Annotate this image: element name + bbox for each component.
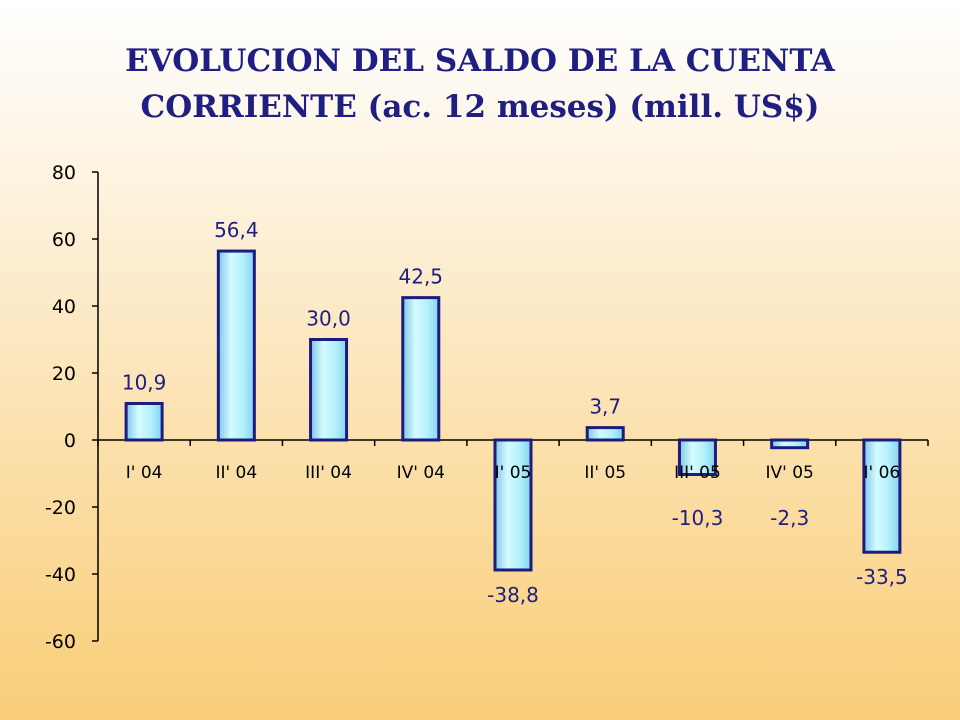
x-tick-label: IV' 05 bbox=[765, 463, 813, 483]
bar bbox=[862, 438, 902, 554]
x-tick-label: III' 05 bbox=[674, 463, 721, 483]
bar bbox=[677, 438, 717, 477]
y-tick-label: -60 bbox=[45, 631, 76, 653]
bar bbox=[124, 401, 164, 442]
chart-axes: 80 60 40 20 0 -20 -40 -60 bbox=[45, 162, 929, 653]
chart-labels: I' 04 10,9 II' 04 56,4 III' 04 30,0 IV' 04 42,5… bbox=[122, 218, 908, 607]
x-tick-label: I' 04 bbox=[126, 463, 163, 483]
data-label: 3,7 bbox=[589, 395, 621, 419]
y-tick-label: 0 bbox=[64, 430, 76, 452]
data-label: -33,5 bbox=[856, 565, 908, 589]
bar bbox=[770, 438, 810, 450]
data-label: 56,4 bbox=[214, 218, 259, 242]
bar bbox=[309, 338, 349, 442]
x-tick-label: IV' 04 bbox=[397, 463, 445, 483]
data-label: 30,0 bbox=[306, 307, 351, 331]
chart-bars bbox=[124, 249, 902, 572]
x-tick-label: II' 04 bbox=[215, 463, 257, 483]
bar bbox=[585, 426, 625, 442]
y-tick-label: -20 bbox=[45, 497, 76, 519]
data-label: -10,3 bbox=[672, 506, 724, 530]
bar bbox=[493, 438, 533, 572]
y-tick-label: 40 bbox=[52, 296, 76, 318]
data-label: -38,8 bbox=[487, 583, 539, 607]
x-tick-label: I' 05 bbox=[495, 463, 532, 483]
bar bbox=[216, 249, 256, 442]
data-label: 10,9 bbox=[122, 370, 167, 394]
data-label: -2,3 bbox=[770, 506, 809, 530]
chart-title: EVOLUCION DEL SALDO DE LA CUENTA CORRIEN… bbox=[0, 38, 960, 130]
x-tick-label: III' 04 bbox=[305, 463, 352, 483]
y-tick-label: 60 bbox=[52, 229, 76, 251]
bar bbox=[401, 296, 441, 442]
y-tick-label: -40 bbox=[45, 564, 76, 586]
y-tick-label: 20 bbox=[52, 363, 76, 385]
y-tick-label: 80 bbox=[52, 162, 76, 184]
x-tick-label: II' 05 bbox=[584, 463, 626, 483]
chart-title-line-2: CORRIENTE (ac. 12 meses) (mill. US$) bbox=[140, 89, 820, 125]
chart-title-line-1: EVOLUCION DEL SALDO DE LA CUENTA bbox=[125, 43, 835, 79]
x-tick-label: I' 06 bbox=[864, 463, 901, 483]
data-label: 42,5 bbox=[399, 265, 444, 289]
